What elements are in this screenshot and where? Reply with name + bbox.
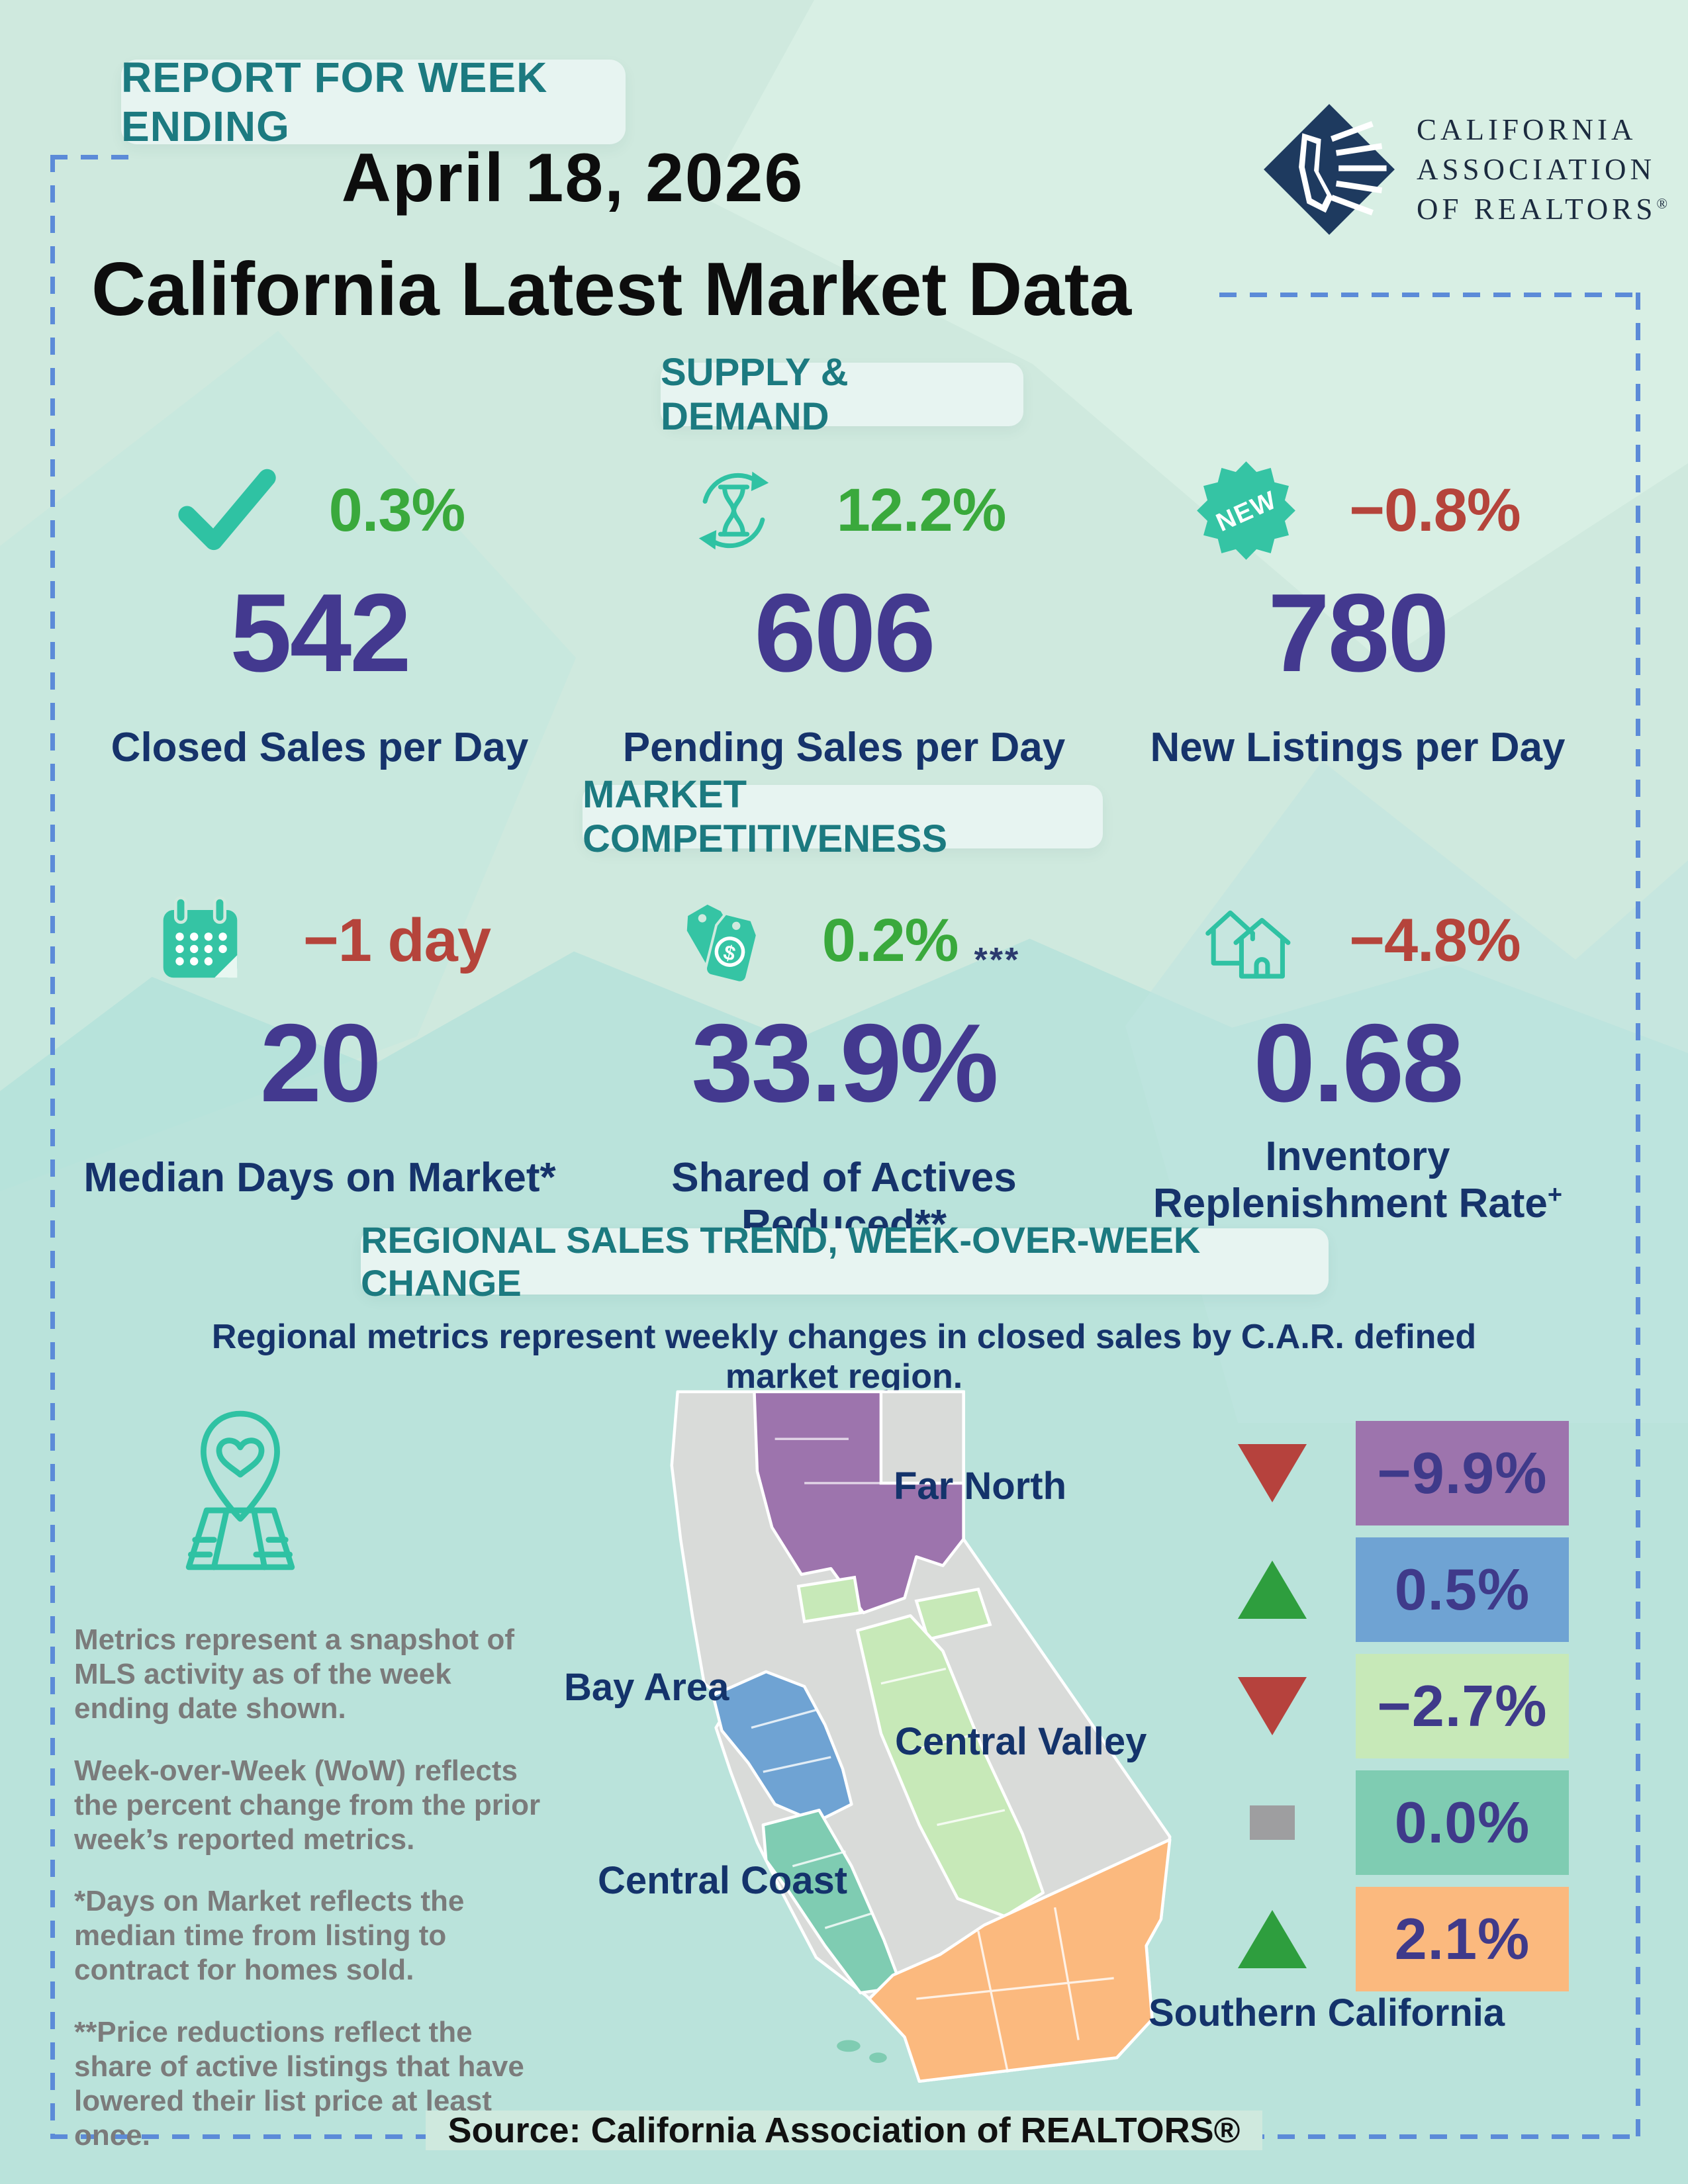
- metric-median-days-label: Median Days on Market*: [83, 1155, 556, 1201]
- map-label-central-valley: Central Valley: [895, 1720, 1147, 1763]
- legend-row-central-coast: 0.0%: [1189, 1770, 1586, 1875]
- car-diamond-icon: [1264, 104, 1395, 235]
- metric-closed-sales-change: 0.3%: [328, 476, 466, 544]
- map-pin-heart-icon: [151, 1398, 330, 1583]
- trend-up-icon: [1189, 1561, 1356, 1619]
- source-attribution-text: Source: California Association of REALTO…: [425, 2111, 1263, 2150]
- trend-down-icon: [1189, 1677, 1356, 1735]
- metric-actives-reduced-change-group: 0.2% ***: [821, 906, 1021, 979]
- metric-inventory-replenishment-value: 0.68: [1253, 1001, 1464, 1125]
- metric-median-days: −1 day 20 Median Days on Market*: [66, 878, 574, 1201]
- registered-mark: ®: [1656, 195, 1668, 212]
- metric-actives-reduced-value: 33.9%: [691, 1001, 998, 1125]
- map-label-central-coast: Central Coast: [598, 1859, 848, 1902]
- metric-pending-sales-value: 606: [754, 570, 935, 695]
- footnote-2: Week-over-Week (WoW) reflects the percen…: [74, 1754, 541, 1856]
- regional-description: Regional metrics represent weekly change…: [211, 1318, 1477, 1396]
- metric-actives-reduced-change: 0.2%: [821, 906, 959, 974]
- section-badge-regional-trend: REGIONAL SALES TREND, WEEK-OVER-WEEK CHA…: [361, 1219, 1329, 1304]
- section-badge-market-competitiveness-label: MARKET COMPETITIVENESS: [583, 773, 948, 860]
- metric-actives-reduced-change-note: ***: [974, 940, 1021, 979]
- car-logo-text: CALIFORNIA ASSOCIATION OF REALTORS®: [1417, 110, 1667, 230]
- metric-closed-sales-value: 542: [230, 570, 411, 695]
- metric-inventory-replenishment-label-line1: Inventory: [1265, 1134, 1450, 1179]
- section-badge-supply-demand-label: SUPPLY & DEMAND: [661, 351, 849, 438]
- section-badge-market-competitiveness: MARKET COMPETITIVENESS: [583, 773, 1103, 860]
- calendar-icon: [149, 889, 252, 992]
- section-badge-regional-trend-label: REGIONAL SALES TREND, WEEK-OVER-WEEK CHA…: [361, 1219, 1201, 1304]
- metric-median-days-value: 20: [259, 1001, 382, 1125]
- trend-up-icon: [1189, 1910, 1356, 1968]
- footnotes: Metrics represent a snapshot of MLS acti…: [74, 1623, 548, 2184]
- legend-value-far-north: −9.9%: [1356, 1421, 1569, 1525]
- metric-inventory-replenishment-change: −4.8%: [1349, 906, 1521, 974]
- legend-value-central-coast: 0.0%: [1356, 1770, 1569, 1875]
- map-label-far-north: Far North: [894, 1465, 1066, 1508]
- metric-pending-sales-change: 12.2%: [836, 476, 1007, 544]
- footnote-3: *Days on Market reflects the median time…: [74, 1885, 465, 1987]
- california-region-map: [670, 1390, 1172, 2083]
- page-title: California Latest Market Data: [91, 248, 1132, 332]
- metric-new-listings: NEW −0.8% 780 New Listings per Day: [1103, 447, 1612, 771]
- metric-pending-sales-label: Pending Sales per Day: [622, 725, 1066, 770]
- dashed-border-bottom-left: [50, 2134, 568, 2139]
- legend-row-far-north: −9.9%: [1189, 1421, 1586, 1525]
- metric-inventory-replenishment-topline: −4.8%: [1103, 878, 1612, 1003]
- metric-new-listings-label: New Listings per Day: [1150, 725, 1566, 770]
- legend-value-southern-california: 2.1%: [1356, 1887, 1569, 1991]
- dashed-border-top-right: [1219, 293, 1640, 297]
- trend-flat-icon: [1189, 1805, 1356, 1840]
- legend-row-southern-california: 2.1%: [1189, 1887, 1586, 1991]
- car-logo-line2: ASSOCIATION: [1417, 152, 1656, 186]
- metric-actives-reduced: $ 0.2% *** 33.9% Shared of Actives Reduce…: [590, 878, 1098, 1249]
- legend-value-central-valley: −2.7%: [1356, 1654, 1569, 1758]
- metric-inventory-replenishment: −4.8% 0.68 Inventory Replenishment Rate+: [1103, 878, 1612, 1228]
- dashed-border-bottom-right: [1125, 2134, 1640, 2139]
- dashed-border-left: [50, 155, 55, 2139]
- trend-down-icon: [1189, 1444, 1356, 1502]
- legend-value-bay-area: 0.5%: [1356, 1537, 1569, 1642]
- footnote-1: Metrics represent a snapshot of MLS acti…: [74, 1623, 515, 1725]
- new-badge-icon: NEW: [1195, 459, 1297, 562]
- metric-inventory-replenishment-label-line2: Replenishment Rate+: [1152, 1181, 1563, 1227]
- source-attribution: Source: California Association of REALTO…: [0, 2110, 1688, 2151]
- metric-actives-reduced-topline: $ 0.2% ***: [590, 878, 1098, 1003]
- metric-closed-sales-topline: 0.3%: [66, 447, 574, 573]
- check-icon: [175, 459, 277, 562]
- legend-row-bay-area: 0.5%: [1189, 1537, 1586, 1642]
- metric-new-listings-value: 780: [1268, 570, 1449, 695]
- car-logo-line3: OF REALTORS®: [1417, 193, 1668, 226]
- dashed-border-top-left: [50, 155, 131, 159]
- metric-median-days-topline: −1 day: [66, 878, 574, 1003]
- metric-new-listings-change: −0.8%: [1349, 476, 1521, 544]
- metric-pending-sales: 12.2% 606 Pending Sales per Day: [590, 447, 1098, 771]
- footnote-4: **Price reductions reflect the share of …: [74, 2016, 524, 2152]
- report-week-badge-label: REPORT FOR WEEK ENDING: [121, 54, 548, 150]
- map-label-southern-california: Southern California: [1149, 1991, 1505, 2034]
- price-tags-icon: $: [668, 889, 771, 992]
- metric-median-days-change: −1 day: [303, 906, 491, 974]
- metric-closed-sales: 0.3% 542 Closed Sales per Day: [66, 447, 574, 771]
- legend-row-central-valley: −2.7%: [1189, 1654, 1586, 1758]
- map-label-bay-area: Bay Area: [564, 1666, 729, 1709]
- metric-closed-sales-label: Closed Sales per Day: [111, 725, 529, 770]
- houses-icon: [1195, 889, 1297, 992]
- car-logo-line1: CALIFORNIA: [1417, 113, 1637, 146]
- car-logo: CALIFORNIA ASSOCIATION OF REALTORS®: [1259, 99, 1667, 240]
- metric-inventory-replenishment-label: Inventory Replenishment Rate+: [1103, 1133, 1612, 1228]
- report-date: April 18, 2026: [341, 140, 804, 216]
- footnote-5: ***Point Difference: [74, 2181, 548, 2184]
- report-week-badge: REPORT FOR WEEK ENDING: [121, 54, 626, 150]
- dashed-border-right: [1636, 293, 1640, 2139]
- hourglass-cycle-icon: [682, 459, 785, 562]
- section-badge-supply-demand: SUPPLY & DEMAND: [661, 351, 1023, 438]
- metric-new-listings-topline: NEW −0.8%: [1103, 447, 1612, 573]
- metric-pending-sales-topline: 12.2%: [590, 447, 1098, 573]
